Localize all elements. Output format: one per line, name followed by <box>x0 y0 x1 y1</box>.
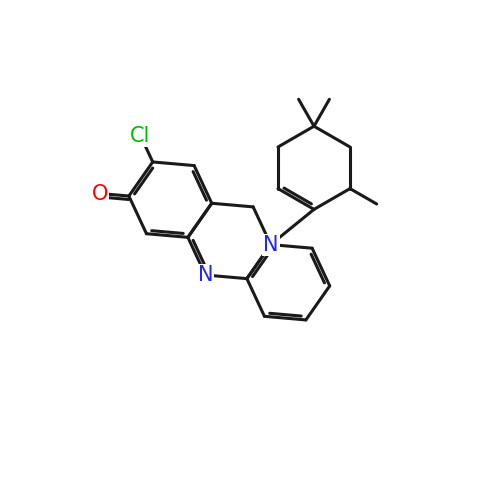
Text: N: N <box>198 265 213 285</box>
Text: O: O <box>92 184 108 204</box>
Text: Cl: Cl <box>130 126 150 146</box>
Text: N: N <box>263 234 278 255</box>
